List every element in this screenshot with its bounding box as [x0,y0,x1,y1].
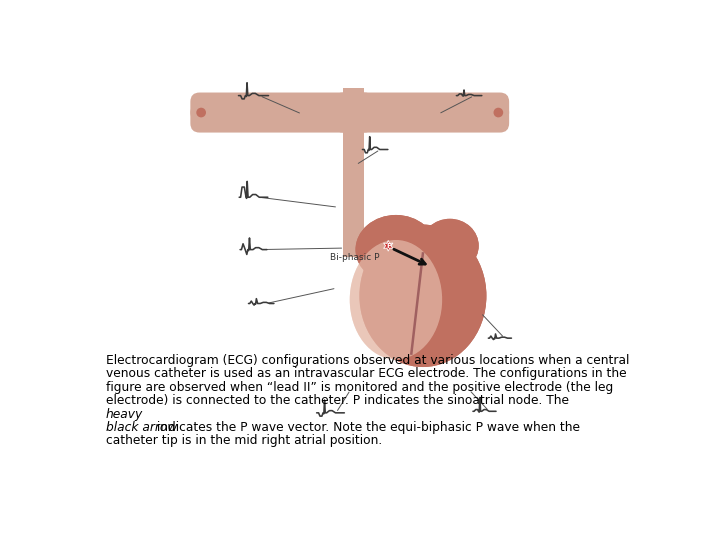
Text: venous catheter is used as an intravascular ECG electrode. The configurations in: venous catheter is used as an intravascu… [106,367,626,380]
Ellipse shape [350,240,442,359]
Text: figure are observed when “lead II” is monitored and the positive electrode (the : figure are observed when “lead II” is mo… [106,381,613,394]
Text: catheter tip is in the mid right atrial position.: catheter tip is in the mid right atrial … [106,435,382,448]
Circle shape [487,102,509,123]
Ellipse shape [356,215,436,284]
Text: P: P [386,243,391,249]
Text: black arrow: black arrow [106,421,177,434]
Circle shape [197,107,206,117]
Circle shape [190,102,212,123]
Text: indicates the P wave vector. Note the equi-biphasic P wave when the: indicates the P wave vector. Note the eq… [153,421,580,434]
Ellipse shape [359,225,487,367]
Polygon shape [384,240,393,251]
Text: electrode) is connected to the catheter. P indicates the sinoatrial node. The: electrode) is connected to the catheter.… [106,394,572,407]
Ellipse shape [350,240,442,359]
Text: Electrocardiogram (ECG) configurations observed at various locations when a cent: Electrocardiogram (ECG) configurations o… [106,354,629,367]
Bar [343,102,364,123]
Ellipse shape [421,219,479,273]
Ellipse shape [359,225,487,367]
Ellipse shape [356,215,436,284]
Circle shape [493,107,503,117]
Ellipse shape [421,219,479,273]
Text: Bi-phasic P: Bi-phasic P [330,253,380,262]
Bar [343,88,364,257]
Text: heavy: heavy [106,408,143,421]
FancyBboxPatch shape [333,92,509,132]
FancyBboxPatch shape [190,92,374,132]
